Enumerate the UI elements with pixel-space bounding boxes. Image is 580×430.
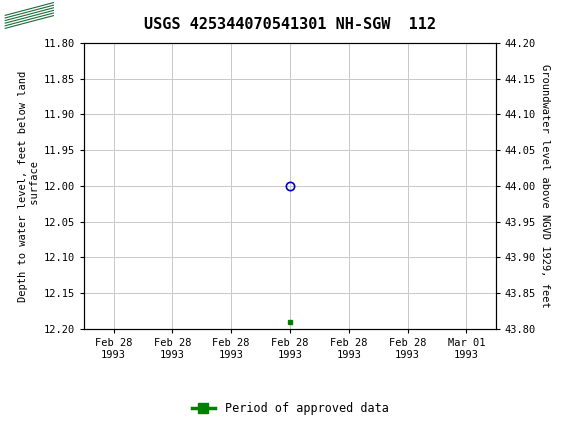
FancyBboxPatch shape [5, 3, 54, 28]
Y-axis label: Groundwater level above NGVD 1929, feet: Groundwater level above NGVD 1929, feet [541, 64, 550, 308]
Legend: Period of approved data: Period of approved data [187, 397, 393, 420]
Y-axis label: Depth to water level, feet below land
 surface: Depth to water level, feet below land su… [18, 71, 39, 301]
Text: USGS 425344070541301 NH-SGW  112: USGS 425344070541301 NH-SGW 112 [144, 17, 436, 32]
Text: USGS: USGS [61, 8, 108, 23]
